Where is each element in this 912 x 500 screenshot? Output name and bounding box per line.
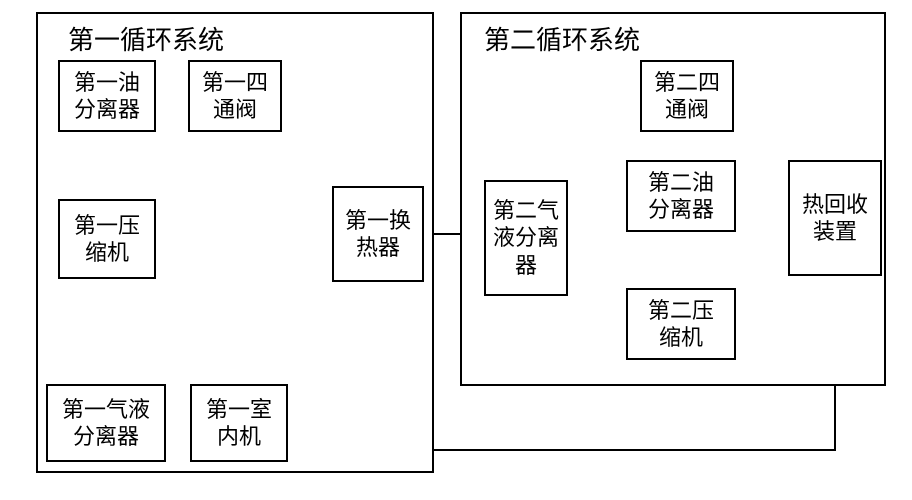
system-2-title: 第二循环系统 — [482, 20, 642, 57]
node-second-gas-liquid-separator: 第二气 液分离 器 — [484, 180, 568, 296]
node-first-heat-exchanger: 第一换 热器 — [332, 186, 424, 282]
node-first-compressor: 第一压 缩机 — [58, 199, 156, 279]
node-second-oil-separator: 第二油 分离器 — [626, 160, 736, 232]
diagram-canvas: 第一循环系统 第二循环系统 第一油 分离器 第一四 通阀 第一压 缩机 第一换 … — [0, 0, 912, 500]
node-first-oil-separator: 第一油 分离器 — [58, 60, 156, 132]
node-first-four-way-valve: 第一四 通阀 — [188, 60, 282, 132]
node-first-gas-liquid-separator: 第一气液 分离器 — [46, 384, 166, 462]
system-1-title: 第一循环系统 — [66, 20, 226, 57]
node-heat-recovery-unit: 热回收 装置 — [788, 160, 882, 276]
node-first-indoor-unit: 第一室 内机 — [190, 384, 288, 462]
node-second-four-way-valve: 第二四 通阀 — [640, 60, 734, 132]
node-second-compressor: 第二压 缩机 — [626, 288, 736, 360]
